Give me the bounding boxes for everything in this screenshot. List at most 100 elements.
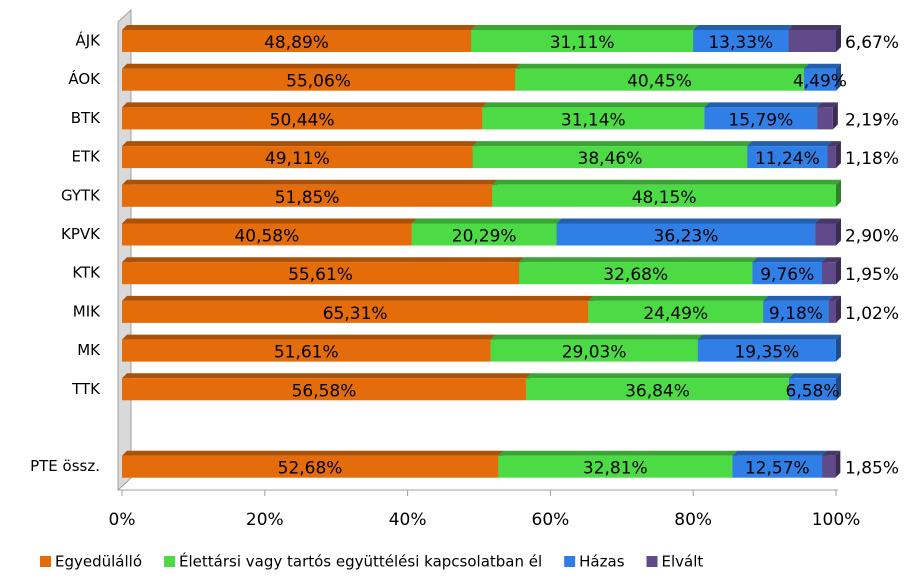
- bar: [788, 30, 836, 52]
- bar-top: [122, 102, 488, 108]
- data-label: 55,06%: [286, 72, 351, 92]
- data-label: 2,19%: [845, 110, 899, 130]
- bar-top: [472, 141, 753, 147]
- bar: [752, 262, 823, 285]
- bar-side: [832, 102, 838, 130]
- bar-top: [515, 63, 809, 69]
- bar-top: [122, 295, 594, 301]
- bar-top: [122, 334, 496, 340]
- bar-side: [835, 450, 841, 478]
- bar: [411, 223, 557, 246]
- bar: [525, 378, 790, 401]
- bar-side: [836, 295, 841, 323]
- data-label: 48,15%: [632, 188, 697, 208]
- data-label: 11,24%: [755, 149, 820, 169]
- bar-side: [836, 257, 841, 285]
- legend-swatch: [164, 556, 176, 567]
- data-label: 15,79%: [728, 110, 793, 130]
- bar-top: [747, 141, 833, 147]
- data-label: 40,58%: [234, 227, 299, 247]
- bar: [122, 146, 473, 169]
- bar: [693, 30, 789, 52]
- data-label: 6,58%: [786, 381, 840, 401]
- x-tick-label: 100%: [812, 510, 861, 530]
- y-tick-label: ÁJK: [75, 31, 101, 50]
- bar: [122, 68, 516, 91]
- bar-top: [122, 373, 531, 379]
- data-label: 1,85%: [845, 459, 899, 479]
- bar: [697, 339, 836, 362]
- bar-top: [828, 295, 841, 301]
- bar: [122, 223, 412, 246]
- data-label: 51,61%: [274, 343, 339, 363]
- y-tick-label: BTK: [71, 109, 101, 127]
- bar: [122, 184, 493, 207]
- bar-top: [122, 141, 478, 147]
- bar-top: [693, 25, 794, 30]
- bar: [747, 146, 828, 169]
- bar-top: [498, 450, 738, 456]
- bar-top: [827, 141, 841, 147]
- bar: [492, 184, 836, 207]
- chart-wall: [117, 8, 132, 492]
- bar-top: [122, 257, 525, 263]
- bar-top: [697, 334, 841, 340]
- data-label: 52,68%: [278, 459, 343, 479]
- bar-top: [482, 102, 710, 108]
- bar: [556, 223, 816, 246]
- x-tick-label: 60%: [532, 510, 570, 530]
- data-label: 9,76%: [760, 265, 814, 285]
- bar: [803, 68, 836, 91]
- bar: [828, 300, 836, 323]
- bar: [817, 107, 833, 130]
- bar-side: [835, 141, 841, 169]
- bar: [472, 146, 748, 169]
- bar: [122, 30, 472, 52]
- bar-side: [835, 334, 841, 362]
- bar: [822, 455, 836, 478]
- legend-label: Egyedülálló: [55, 553, 142, 571]
- data-label: 32,68%: [603, 265, 668, 285]
- bar: [482, 107, 705, 130]
- bar-top: [788, 25, 841, 30]
- bar: [490, 339, 698, 362]
- bar-top: [519, 257, 758, 263]
- data-label: 1,18%: [845, 149, 899, 169]
- bar-top: [122, 218, 417, 224]
- x-tick-label: 80%: [674, 510, 712, 530]
- y-tick-label: PTE össz.: [30, 457, 100, 475]
- bar: [122, 107, 483, 130]
- data-label: 24,49%: [643, 304, 708, 324]
- data-label: 12,57%: [745, 459, 810, 479]
- bar-top: [588, 295, 769, 301]
- legend-swatch: [564, 556, 576, 567]
- bar-side: [836, 373, 841, 401]
- legend-label: Házas: [579, 553, 625, 571]
- bar: [122, 378, 526, 401]
- bar-top: [556, 218, 821, 224]
- data-label: 32,81%: [583, 459, 648, 479]
- data-label: 6,67%: [845, 33, 899, 53]
- data-label: 51,85%: [275, 188, 340, 208]
- bar: [822, 262, 836, 285]
- data-label: 65,31%: [323, 304, 388, 324]
- data-label: 29,03%: [562, 343, 627, 363]
- bar: [122, 262, 520, 285]
- y-tick-label: GYTK: [61, 186, 101, 204]
- bar-top: [492, 179, 841, 185]
- bar: [588, 300, 764, 323]
- bar-top: [822, 450, 841, 456]
- bar: [519, 262, 753, 285]
- y-tick-label: MIK: [73, 302, 101, 320]
- bar-top: [822, 257, 841, 263]
- bar-top: [490, 334, 703, 340]
- bar-side: [836, 218, 841, 246]
- y-tick-label: MK: [77, 341, 101, 359]
- bar-side: [836, 63, 841, 91]
- bar-top: [411, 218, 562, 224]
- bar-top: [525, 373, 795, 379]
- bar: [471, 30, 694, 52]
- bar: [815, 223, 836, 246]
- y-tick-label: KTK: [72, 264, 101, 282]
- data-label: 48,89%: [264, 33, 329, 53]
